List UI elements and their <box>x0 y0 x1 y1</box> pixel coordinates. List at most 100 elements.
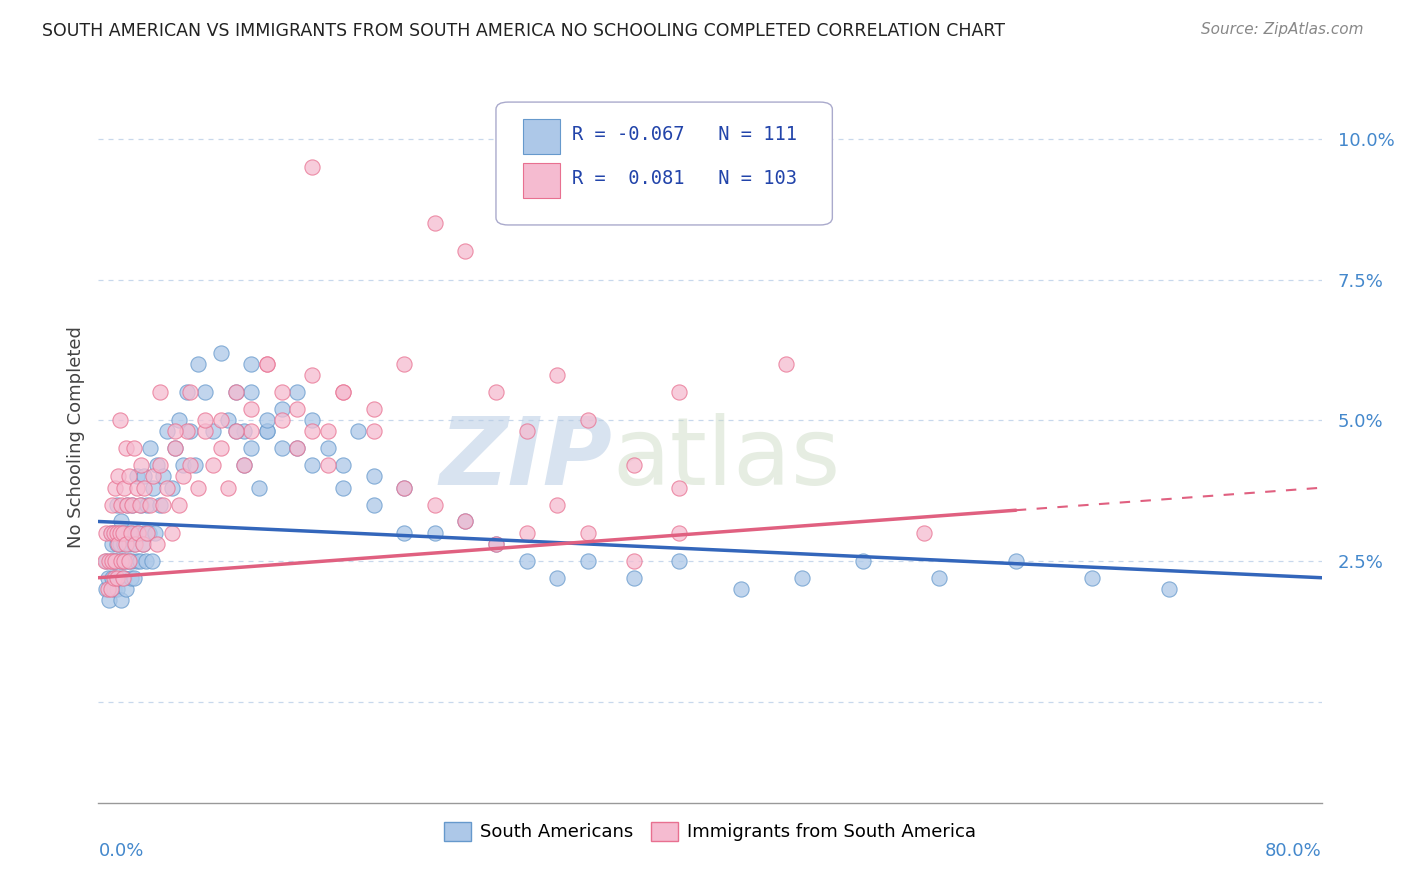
Point <box>127 525 149 540</box>
Point <box>152 498 174 512</box>
Point <box>124 537 146 551</box>
Point <box>94 554 117 568</box>
Point <box>546 368 568 383</box>
Point <box>912 525 935 540</box>
Point <box>775 357 797 371</box>
Point <box>247 481 270 495</box>
Point <box>1157 582 1180 596</box>
Point <box>115 442 138 456</box>
Point <box>363 401 385 416</box>
Point <box>194 385 217 400</box>
Point <box>94 525 117 540</box>
Point <box>120 571 142 585</box>
Point <box>97 571 120 585</box>
Point <box>332 385 354 400</box>
Point <box>363 469 385 483</box>
Legend: South Americans, Immigrants from South America: South Americans, Immigrants from South A… <box>436 814 984 848</box>
Point <box>110 515 132 529</box>
Point <box>928 571 950 585</box>
Point <box>145 458 167 473</box>
Point <box>363 498 385 512</box>
Point <box>163 442 186 456</box>
Point <box>217 481 239 495</box>
Point <box>112 481 135 495</box>
Point <box>100 525 122 540</box>
Point <box>392 481 416 495</box>
Point <box>332 385 354 400</box>
Point <box>232 425 254 439</box>
Point <box>149 458 172 473</box>
Point <box>209 413 232 427</box>
Point <box>142 481 165 495</box>
Point <box>301 160 323 174</box>
Point <box>392 481 416 495</box>
Point <box>285 385 308 400</box>
Point <box>194 413 217 427</box>
Point <box>145 537 167 551</box>
Point <box>107 554 129 568</box>
Point <box>105 525 128 540</box>
Point <box>108 413 131 427</box>
Point <box>118 537 141 551</box>
Point <box>125 481 148 495</box>
Point <box>179 458 201 473</box>
Point <box>454 515 477 529</box>
Point <box>122 571 145 585</box>
Point <box>485 537 508 551</box>
Point <box>392 525 416 540</box>
Point <box>332 458 354 473</box>
Point <box>134 525 156 540</box>
Point <box>122 537 145 551</box>
Text: ZIP: ZIP <box>439 413 612 505</box>
Point <box>169 498 191 512</box>
Point <box>516 525 538 540</box>
Point <box>101 554 124 568</box>
Point <box>134 481 156 495</box>
Point <box>270 442 292 456</box>
Point <box>172 469 194 483</box>
Point <box>105 571 128 585</box>
Point <box>187 357 209 371</box>
Point <box>103 582 125 596</box>
Point <box>117 498 139 512</box>
Point <box>120 525 142 540</box>
Point <box>316 442 339 456</box>
Point <box>149 498 172 512</box>
Point <box>128 554 150 568</box>
Point <box>852 554 875 568</box>
Point <box>152 469 174 483</box>
Point <box>107 525 129 540</box>
Point <box>172 458 194 473</box>
Point <box>111 571 134 585</box>
Text: atlas: atlas <box>612 413 841 505</box>
Y-axis label: No Schooling Completed: No Schooling Completed <box>66 326 84 548</box>
Point <box>285 442 308 456</box>
FancyBboxPatch shape <box>496 102 832 225</box>
Point <box>112 571 135 585</box>
Text: 0.0%: 0.0% <box>98 842 143 860</box>
Point <box>98 593 121 607</box>
Point <box>143 525 166 540</box>
Point <box>623 571 645 585</box>
Point <box>270 385 292 400</box>
Point <box>108 525 131 540</box>
Point <box>118 554 141 568</box>
Point <box>332 481 354 495</box>
Point <box>129 498 152 512</box>
Point <box>107 469 129 483</box>
Point <box>256 357 278 371</box>
Point <box>240 442 263 456</box>
Point <box>576 413 599 427</box>
Point <box>668 554 690 568</box>
Point <box>121 498 143 512</box>
Point <box>115 582 138 596</box>
Point <box>301 368 323 383</box>
Point <box>101 498 124 512</box>
Point <box>156 425 179 439</box>
Point <box>104 481 127 495</box>
Point <box>546 498 568 512</box>
Point <box>1081 571 1104 585</box>
Text: SOUTH AMERICAN VS IMMIGRANTS FROM SOUTH AMERICA NO SCHOOLING COMPLETED CORRELATI: SOUTH AMERICAN VS IMMIGRANTS FROM SOUTH … <box>42 22 1005 40</box>
Point <box>121 554 143 568</box>
Point <box>100 525 122 540</box>
